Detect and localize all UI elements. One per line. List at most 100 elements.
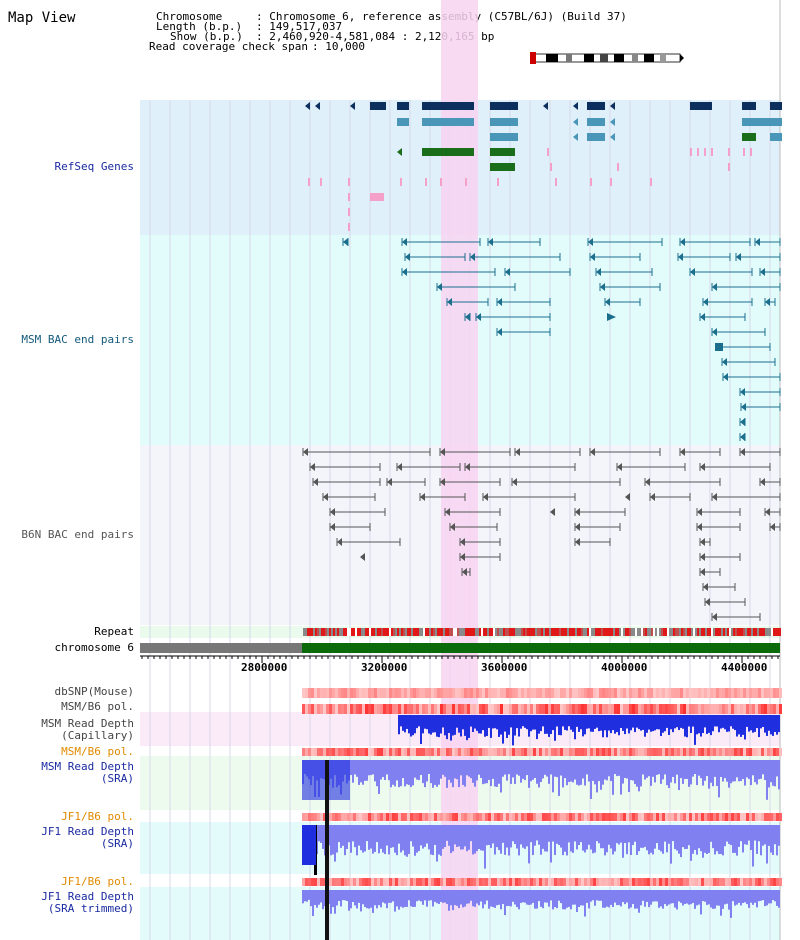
repeat-mark [613, 628, 615, 636]
pol-mark [656, 878, 659, 886]
depth-mark [750, 760, 752, 786]
depth-mark [482, 890, 484, 909]
pol-mark [362, 688, 365, 698]
repeat-mark [375, 628, 377, 636]
depth-mark [748, 825, 750, 841]
pol-mark [665, 688, 668, 698]
depth-mark [698, 825, 700, 849]
repeat-mark [773, 628, 775, 636]
depth-mark [628, 825, 630, 843]
depth-mark [684, 890, 686, 904]
gene-tick [348, 208, 350, 216]
depth-mark [452, 715, 454, 736]
depth-mark [402, 715, 404, 731]
pol-mark [647, 878, 650, 886]
bac-arrow [740, 418, 745, 426]
gene-block [690, 102, 712, 110]
pol-mark [329, 704, 332, 714]
repeat-mark [563, 628, 565, 636]
repeat-mark [305, 628, 307, 636]
pol-mark [500, 878, 503, 886]
pol-mark [725, 813, 728, 821]
repeat-mark [431, 628, 433, 636]
depth-mark [756, 715, 758, 729]
bac-arrow [483, 493, 488, 501]
depth-mark [446, 760, 448, 788]
depth-mark [682, 760, 684, 784]
depth-mark [742, 825, 744, 853]
depth-mark [306, 890, 308, 902]
bac-arrow [590, 253, 595, 261]
pol-mark [743, 748, 746, 756]
pol-mark [608, 688, 611, 698]
pol-mark [485, 878, 488, 886]
depth-mark [404, 760, 406, 787]
pol-mark [656, 748, 659, 756]
pol-mark [767, 748, 770, 756]
depth-mark [714, 760, 716, 777]
pol-mark [644, 878, 647, 886]
chromosome-ideogram[interactable] [528, 52, 684, 64]
depth-mark [394, 760, 396, 787]
depth-mark [492, 715, 494, 729]
depth-mark [604, 715, 606, 731]
pol-mark [698, 688, 701, 698]
pol-mark [560, 878, 563, 886]
pol-mark [653, 688, 656, 698]
depth-mark [444, 890, 446, 903]
pol-mark [515, 688, 518, 698]
depth-mark [626, 715, 628, 729]
repeat-mark [419, 628, 421, 636]
depth-mark [406, 890, 408, 907]
depth-mark [772, 825, 774, 855]
depth-mark [476, 760, 478, 781]
depth-mark [748, 890, 750, 908]
depth-mark [574, 760, 576, 780]
gene-arrow [543, 102, 548, 110]
track-label-chromosome: chromosome 6 [54, 641, 134, 654]
pol-mark [611, 704, 614, 714]
pol-mark [680, 878, 683, 886]
pol-mark [440, 813, 443, 821]
depth-mark [692, 890, 694, 903]
pol-mark [566, 813, 569, 821]
depth-mark [390, 760, 392, 788]
depth-mark [644, 715, 646, 737]
depth-mark [710, 825, 712, 842]
pol-mark [551, 704, 554, 714]
depth-mark [598, 760, 600, 782]
depth-mark [496, 715, 498, 730]
repeat-mark [495, 628, 497, 636]
depth-mark [622, 825, 624, 858]
depth-mark [626, 760, 628, 779]
depth-mark [748, 715, 750, 732]
depth-mark [602, 715, 604, 738]
pol-mark [761, 704, 764, 714]
pol-mark [416, 704, 419, 714]
pol-mark [437, 878, 440, 886]
depth-mark [466, 715, 468, 741]
pol-mark [470, 748, 473, 756]
bac-arrow [488, 238, 493, 246]
pol-mark [410, 688, 413, 698]
pol-mark [407, 813, 410, 821]
pol-mark [605, 878, 608, 886]
depth-mark [424, 825, 426, 847]
repeat-mark [777, 628, 779, 636]
bac-arrow [722, 358, 727, 366]
depth-mark [358, 890, 360, 903]
pol-mark [416, 688, 419, 698]
pol-mark [455, 704, 458, 714]
pol-mark [641, 878, 644, 886]
depth-mark [366, 760, 368, 781]
pol-mark [356, 878, 359, 886]
repeat-mark [505, 628, 507, 636]
pol-mark [587, 878, 590, 886]
depth-mark [382, 825, 384, 853]
pol-mark [638, 748, 641, 756]
pol-mark [407, 748, 410, 756]
pol-mark [377, 878, 380, 886]
depth-mark [540, 715, 542, 732]
depth-mark [618, 825, 620, 845]
